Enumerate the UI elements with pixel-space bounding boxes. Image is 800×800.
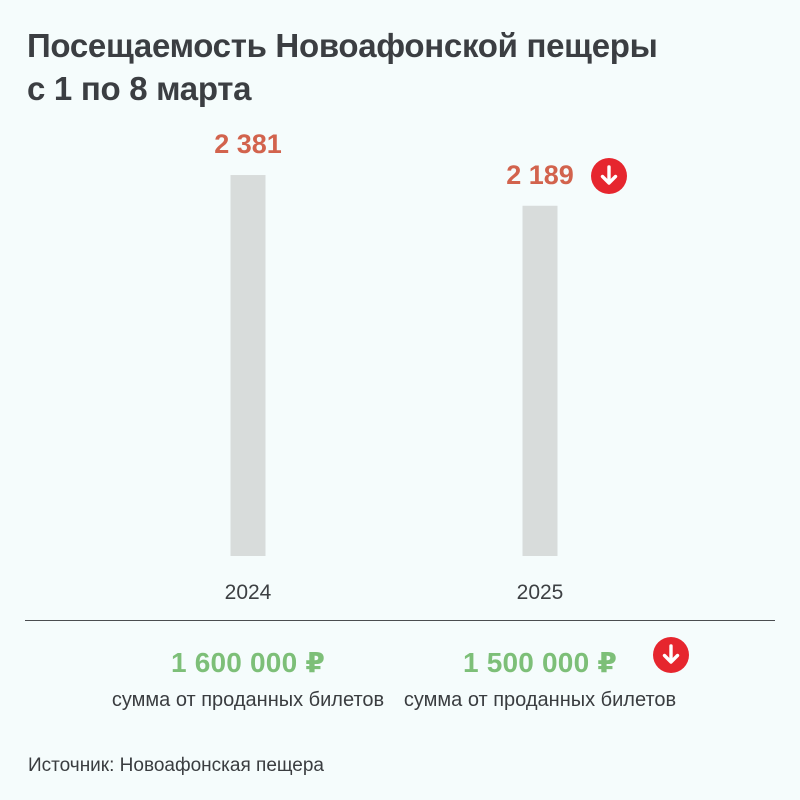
chart-title: Посещаемость Новоафонской пещеры с 1 по … [27, 24, 787, 110]
x-tick-label: 2025 [517, 581, 564, 604]
bar-2025 [522, 205, 558, 556]
section-divider [25, 620, 775, 621]
bar-value-label: 2 189 [506, 160, 574, 190]
revenue-decrease-icon [653, 637, 689, 673]
revenue-2024: 1 600 000 ₽ сумма от проданных билетов [103, 646, 393, 714]
title-line-1: Посещаемость Новоафонской пещеры [27, 27, 658, 64]
x-tick-label: 2024 [225, 581, 272, 604]
revenue-caption: сумма от проданных билетов [111, 689, 385, 711]
revenue-caption: сумма от проданных билетов [403, 689, 677, 711]
revenue-amount: 1 600 000 ₽ [170, 647, 326, 678]
bar-value-label: 2 381 [214, 129, 282, 159]
title-line-2: с 1 по 8 марта [27, 70, 252, 107]
source-note: Источник: Новоафонская пещера [28, 755, 325, 776]
revenue-2025: 1 500 000 ₽ сумма от проданных билетов [395, 646, 685, 714]
bar-chart: 2 381 2024 2 189 2025 [214, 129, 574, 604]
bar-2024 [230, 175, 266, 557]
revenue-amount: 1 500 000 ₽ [462, 647, 618, 678]
attendance-decrease-icon [591, 158, 627, 194]
